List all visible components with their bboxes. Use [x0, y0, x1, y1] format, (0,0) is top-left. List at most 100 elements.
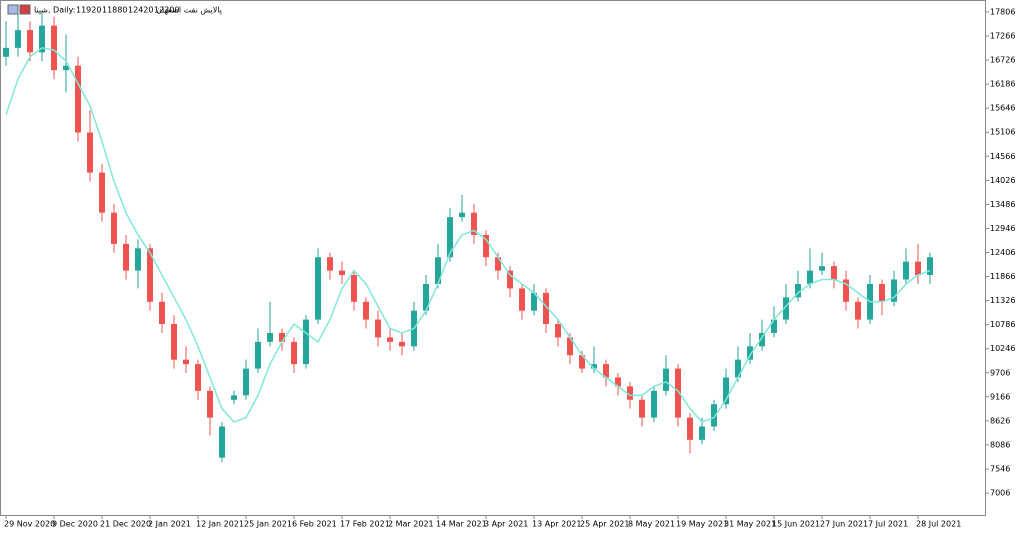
candle-body: [855, 301, 861, 320]
y-tick-label: 13486: [990, 200, 1015, 209]
candle-body: [711, 404, 717, 427]
x-tick-label: 9 Dec 2020: [52, 520, 98, 529]
candle-body: [303, 319, 309, 365]
y-tick-label: 12946: [990, 224, 1015, 233]
candle-body: [195, 364, 201, 391]
candle-body: [327, 257, 333, 271]
x-tick-label: 25 Jan 2021: [244, 520, 292, 529]
candle-body: [39, 25, 45, 53]
candle-body: [483, 234, 489, 258]
candle-body: [255, 341, 261, 369]
y-tick-label: 7546: [990, 464, 1010, 473]
y-tick-label: 14026: [990, 176, 1015, 185]
y-tick-label: 16726: [990, 56, 1015, 65]
candle-body: [543, 292, 549, 325]
candle-body: [927, 257, 933, 276]
y-tick-label: 10786: [990, 320, 1015, 329]
candle-body: [495, 257, 501, 271]
candle-body: [831, 266, 837, 280]
candle-body: [591, 364, 597, 369]
candle-body: [579, 355, 585, 369]
candle-body: [147, 248, 153, 302]
candle-body: [171, 324, 177, 360]
ohlc-value: 11880: [102, 6, 127, 15]
x-tick-label: 28 Jul 2021: [916, 520, 961, 529]
y-tick-label: 15646: [990, 104, 1015, 113]
candle-body: [51, 25, 57, 71]
y-tick-label: 9166: [990, 392, 1010, 401]
y-tick-label: 16186: [990, 80, 1015, 89]
candle-body: [219, 426, 225, 458]
x-tick-label: 12 Jan 2021: [196, 520, 244, 529]
candle-body: [735, 359, 741, 378]
candle-body: [243, 368, 249, 396]
candle-body: [435, 257, 441, 284]
candle-body: [651, 390, 657, 418]
y-tick-label: 14566: [990, 152, 1015, 161]
candle-body: [447, 217, 453, 258]
chart-title: شپنا, Daily:: [34, 6, 75, 15]
candle-body: [75, 65, 81, 133]
x-tick-label: 6 Feb 2021: [292, 520, 337, 529]
y-tick-label: 17806: [990, 7, 1015, 16]
candle-body: [795, 283, 801, 298]
symbol-icon: [19, 4, 31, 15]
candle-body: [291, 341, 297, 365]
candle-body: [471, 212, 477, 235]
candle-body: [315, 257, 321, 320]
candle-body: [423, 283, 429, 311]
x-tick-label: 7 Jul 2021: [868, 520, 908, 529]
candle-body: [771, 319, 777, 333]
x-tick-label: 8 May 2021: [628, 520, 675, 529]
ohlc-value: 11920: [76, 6, 101, 15]
candle-body: [99, 172, 105, 213]
x-tick-label: 29 Nov 2020: [4, 520, 55, 529]
x-tick-label: 25 Apr 2021: [580, 520, 629, 529]
candle-body: [843, 279, 849, 302]
candle-body: [15, 30, 21, 48]
candle-body: [375, 319, 381, 338]
candle-body: [699, 426, 705, 440]
candle-body: [819, 266, 825, 271]
candle-body: [759, 332, 765, 347]
candle-body: [567, 337, 573, 356]
x-tick-label: 17 Feb 2021: [340, 520, 390, 529]
candle-body: [807, 270, 813, 284]
y-tick-label: 15106: [990, 128, 1015, 137]
candle-body: [747, 346, 753, 360]
plot-frame: [0, 0, 986, 516]
y-tick-label: 8086: [990, 440, 1010, 449]
candle-body: [3, 47, 9, 57]
x-tick-label: 2 Mar 2021: [388, 520, 434, 529]
moving-average: [5, 47, 931, 423]
candle-body: [183, 359, 189, 365]
candle-body: [111, 212, 117, 244]
candle-body: [903, 261, 909, 280]
x-tick-label: 13 Apr 2021: [532, 520, 581, 529]
candle-body: [783, 297, 789, 320]
y-tick-label: 11866: [990, 272, 1015, 281]
candle-body: [555, 324, 561, 338]
x-tick-label: 2 Jan 2021: [148, 520, 191, 529]
y-tick-label: 9706: [990, 368, 1010, 377]
candle-body: [519, 288, 525, 311]
ohlc-value: 12300: [154, 6, 179, 15]
x-tick-label: 27 Jun 2021: [820, 520, 868, 529]
candle-body: [231, 395, 237, 400]
chart-subtitle: پالایش نفت اصفهان: [156, 6, 222, 15]
candle-body: [687, 417, 693, 440]
candle-body: [279, 332, 285, 342]
candle-body: [267, 332, 273, 342]
y-tick-label: 10246: [990, 344, 1015, 353]
x-tick-label: 31 May 2021: [724, 520, 776, 529]
candle-body: [531, 292, 537, 311]
candle-body: [603, 364, 609, 378]
candle-body: [339, 270, 345, 276]
candle-body: [159, 301, 165, 325]
candle-body: [891, 279, 897, 302]
candle-body: [879, 283, 885, 302]
candle-body: [615, 377, 621, 387]
candle-body: [723, 377, 729, 405]
